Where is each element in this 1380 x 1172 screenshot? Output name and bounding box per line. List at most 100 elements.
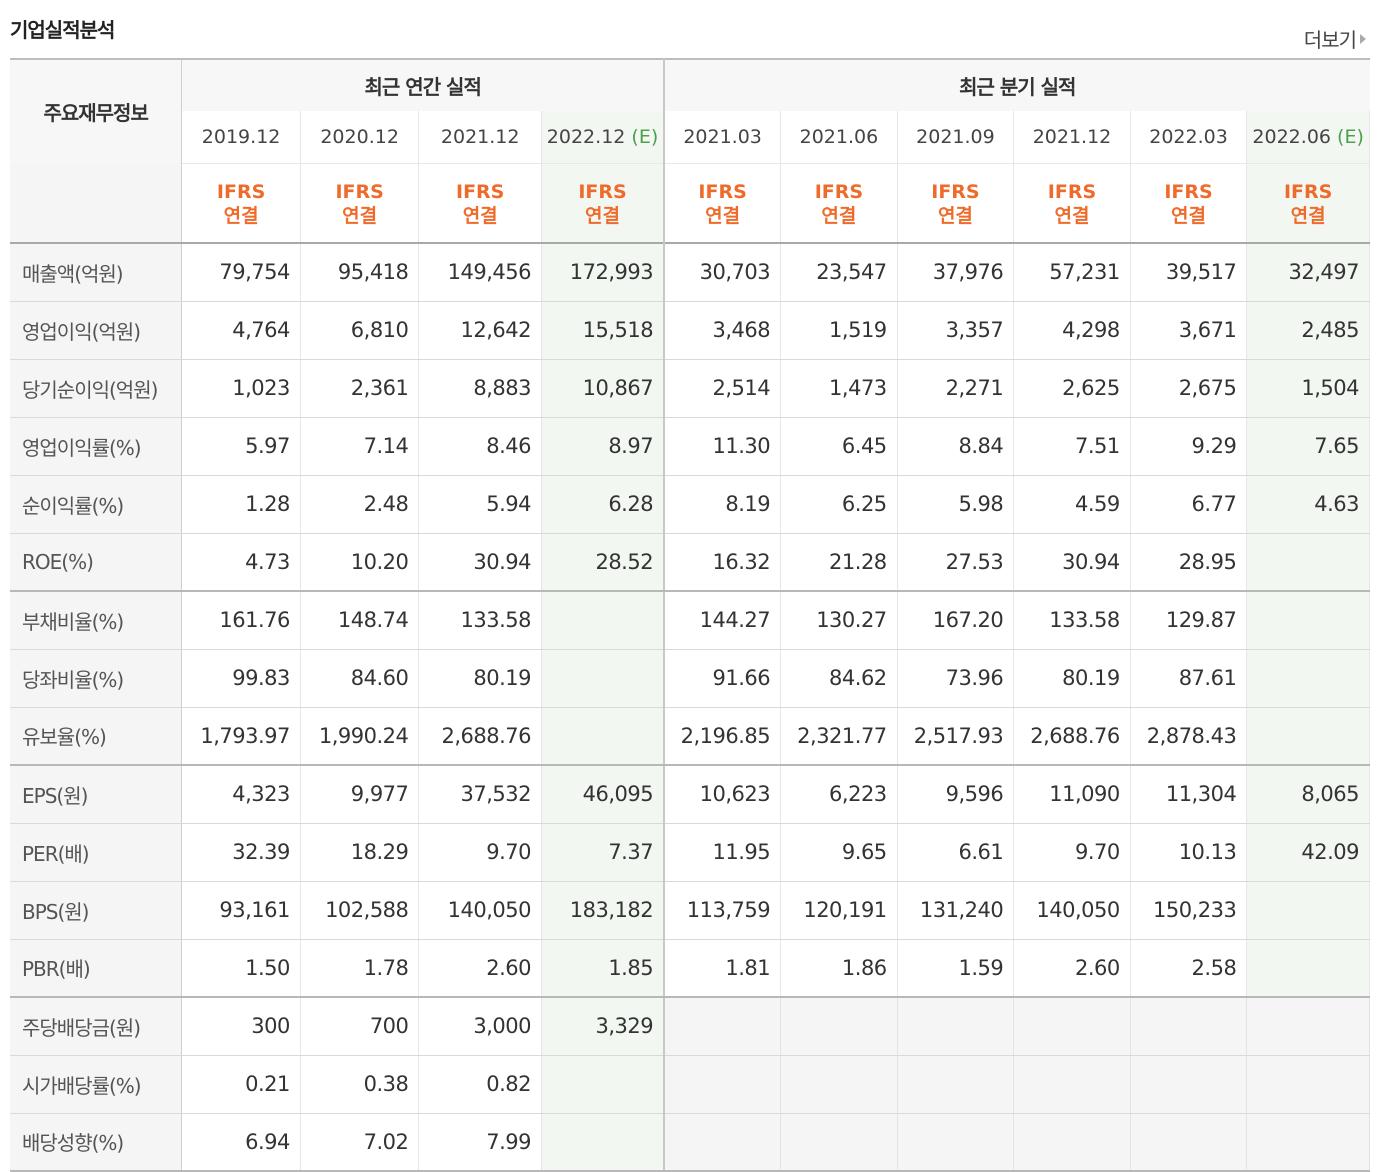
value-cell: 161.76: [181, 591, 301, 650]
ifrs-label: IFRS: [335, 180, 384, 203]
consolidated-label: 연결: [821, 204, 857, 227]
value-cell: 2,485: [1246, 301, 1370, 360]
row-label: ROE(%): [10, 533, 183, 592]
value-cell: [1013, 1055, 1131, 1114]
value-cell: 37,532: [418, 765, 542, 824]
value-cell: 149,456: [418, 243, 542, 302]
ifrs-label: IFRS: [1164, 180, 1213, 203]
accounting-standard: IFRS 연결: [181, 163, 301, 243]
accounting-standard: IFRS 연결: [897, 163, 1015, 243]
value-cell: 2,321.77: [780, 707, 898, 766]
value-cell: 3,671: [1130, 301, 1248, 360]
row-label: 매출액(억원): [10, 243, 183, 302]
value-cell: 7.99: [418, 1113, 542, 1172]
value-cell: 8.84: [897, 417, 1015, 476]
financial-table: 주요재무정보 최근 연간 실적 최근 분기 실적 2019.12 2020.12 2…: [10, 58, 1370, 1172]
value-cell: 2.48: [300, 475, 420, 534]
value-cell: 9.29: [1130, 417, 1248, 476]
value-cell: 1.50: [181, 939, 301, 998]
value-cell: 2,514: [664, 359, 782, 418]
table-row: 당좌비율(%) 99.83 84.60 80.19 91.66 84.62 73.96 80.…: [10, 649, 1370, 708]
value-cell: 150,233: [1130, 881, 1248, 940]
value-cell: 3,000: [418, 997, 542, 1056]
value-cell: 9,596: [897, 765, 1015, 824]
value-cell: 4.59: [1013, 475, 1131, 534]
table-row: ROE(%) 4.73 10.20 30.94 28.52 16.32 21.28 27.53…: [10, 533, 1370, 592]
value-cell: [1246, 591, 1370, 650]
value-cell: 6,810: [300, 301, 420, 360]
value-cell: 32,497: [1246, 243, 1370, 302]
value-cell: 2,517.93: [897, 707, 1015, 766]
value-cell: 9,977: [300, 765, 420, 824]
period-label: 2020.12: [320, 125, 399, 148]
value-cell: 1.59: [897, 939, 1015, 998]
value-cell: 140,050: [1013, 881, 1131, 940]
section-title: 기업실적분석: [10, 18, 115, 42]
value-cell: 5.97: [181, 417, 301, 476]
value-cell: 99.83: [181, 649, 301, 708]
ifrs-label: IFRS: [1283, 180, 1333, 203]
value-cell: 9.70: [1013, 823, 1131, 882]
value-cell: 9.70: [418, 823, 542, 882]
consolidated-label: 연결: [342, 204, 378, 227]
value-cell: 5.94: [418, 475, 542, 534]
value-cell: 2,271: [897, 359, 1015, 418]
value-cell: 3,468: [664, 301, 782, 360]
value-cell: 2,196.85: [664, 707, 782, 766]
value-cell: 133.58: [1013, 591, 1131, 650]
value-cell: 10,623: [664, 765, 782, 824]
value-cell: [1246, 707, 1370, 766]
value-cell: 140,050: [418, 881, 542, 940]
row-label: 영업이익(억원): [10, 301, 183, 360]
value-cell: 11.30: [664, 417, 782, 476]
period-header: 2022.03: [1130, 111, 1248, 164]
value-cell: [1246, 1055, 1370, 1114]
value-cell: 6.45: [780, 417, 898, 476]
value-cell: 144.27: [664, 591, 782, 650]
row-label: 당기순이익(억원): [10, 359, 183, 418]
value-cell: [780, 997, 898, 1056]
ifrs-label: IFRS: [216, 180, 266, 203]
value-cell: [541, 591, 666, 650]
ifrs-label: IFRS: [931, 180, 980, 203]
value-cell: [1246, 881, 1370, 940]
value-cell: 39,517: [1130, 243, 1248, 302]
ifrs-label: IFRS: [578, 180, 627, 203]
value-cell: 102,588: [300, 881, 420, 940]
value-cell: 8.46: [418, 417, 542, 476]
row-label: 배당성향(%): [10, 1113, 183, 1172]
period-header: 2021.12: [1013, 111, 1131, 164]
row-label: 당좌비율(%): [10, 649, 183, 708]
value-cell: [664, 1113, 782, 1172]
value-cell: 6.25: [780, 475, 898, 534]
period-label: 2021.12: [440, 125, 520, 148]
value-cell: [1013, 997, 1131, 1056]
value-cell: 7.14: [300, 417, 420, 476]
value-cell: 12,642: [418, 301, 542, 360]
value-cell: 30.94: [418, 533, 542, 592]
value-cell: 113,759: [664, 881, 782, 940]
value-cell: 6.94: [181, 1113, 301, 1172]
value-cell: [541, 707, 666, 766]
value-cell: 2,688.76: [418, 707, 542, 766]
table-row: 매출액(억원) 79,754 95,418 149,456 172,993 30,703 2…: [10, 243, 1370, 302]
value-cell: 148.74: [300, 591, 420, 650]
value-cell: 6.61: [897, 823, 1015, 882]
accounting-standard: IFRS 연결: [1130, 163, 1248, 243]
value-cell: [664, 997, 782, 1056]
value-cell: 0.21: [181, 1055, 301, 1114]
estimate-tag: (E): [1337, 125, 1364, 148]
value-cell: 2,361: [300, 359, 420, 418]
value-cell: 1.86: [780, 939, 898, 998]
value-cell: [1246, 1113, 1370, 1172]
value-cell: 2.58: [1130, 939, 1248, 998]
accounting-standard: IFRS 연결: [1013, 163, 1131, 243]
value-cell: 0.38: [300, 1055, 420, 1114]
value-cell: 42.09: [1246, 823, 1370, 882]
value-cell: 23,547: [780, 243, 898, 302]
more-link[interactable]: 더보기: [1304, 24, 1366, 53]
value-cell: 84.62: [780, 649, 898, 708]
value-cell: 79,754: [181, 243, 301, 302]
value-cell: 6,223: [780, 765, 898, 824]
value-cell: [1246, 649, 1370, 708]
